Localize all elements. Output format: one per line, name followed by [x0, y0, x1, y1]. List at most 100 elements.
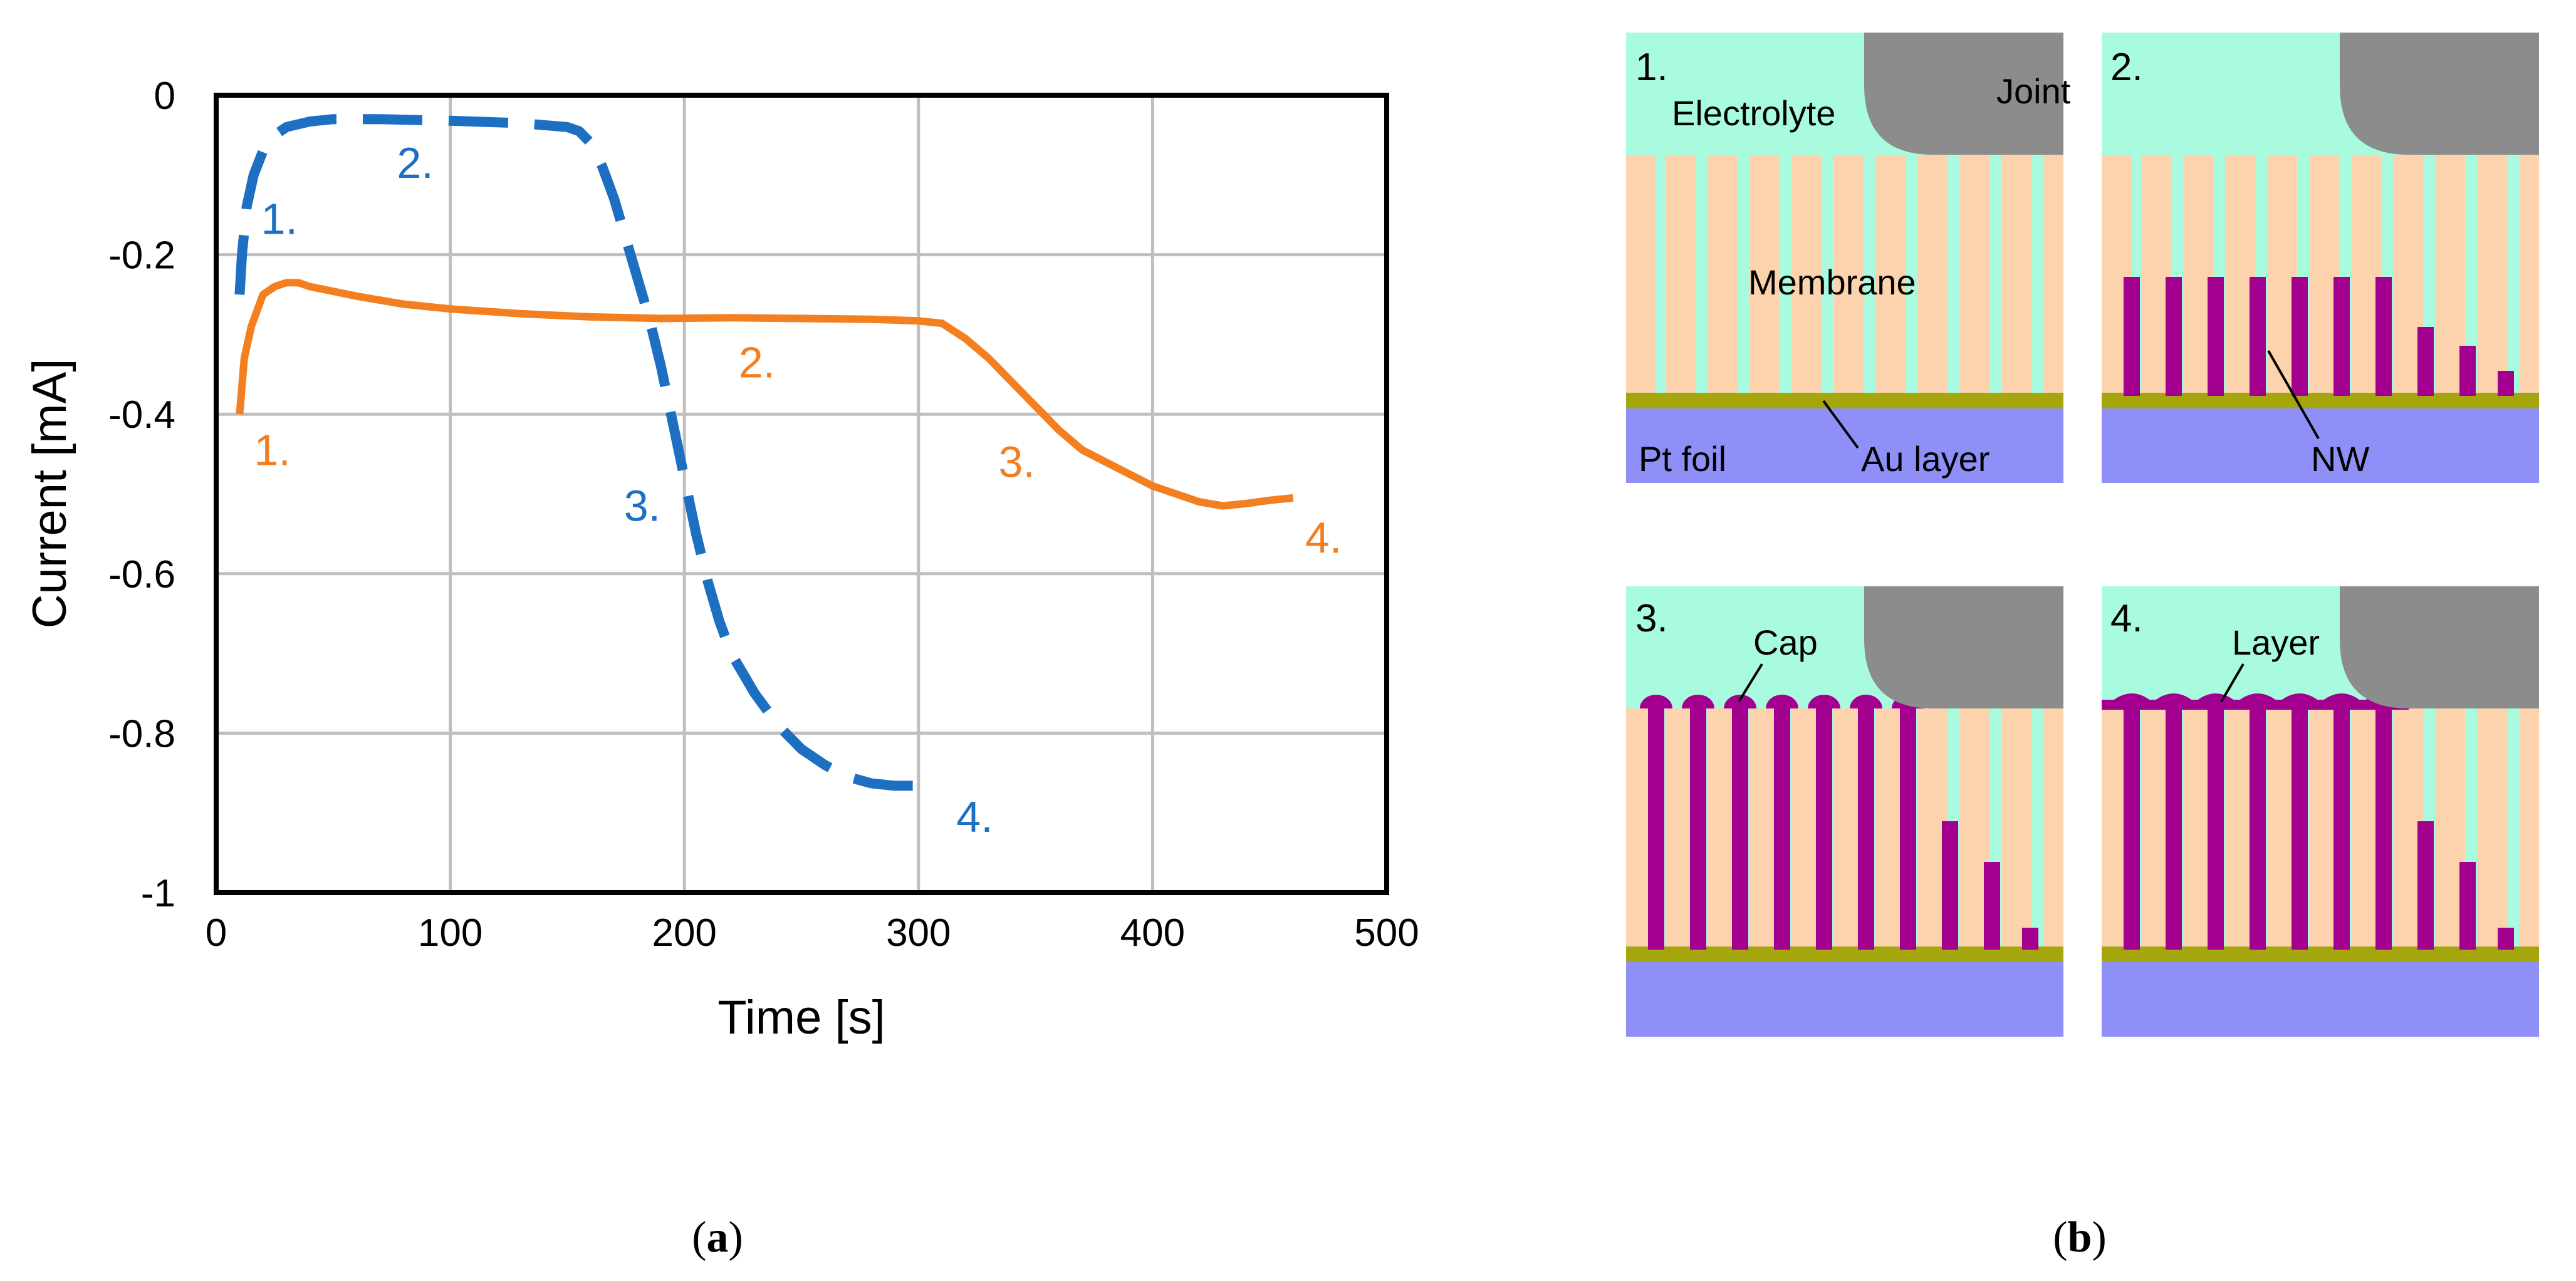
membrane-column [1708, 155, 1738, 393]
diagram-panel [1626, 33, 2539, 1037]
cap-pointer [1738, 663, 1763, 703]
nanowire [1774, 703, 1790, 950]
diagram-step-2 [2102, 33, 2539, 483]
au-layer-label: Au layer [1861, 439, 1989, 479]
membrane-column [2477, 155, 2507, 393]
membrane-column [1917, 155, 1948, 393]
diagram-step-1 [1626, 33, 2063, 483]
y-tick-label: -0.6 [108, 553, 175, 596]
annotation-orange-4: 4. [1305, 514, 1342, 563]
y-tick-label: -0.4 [108, 393, 175, 437]
membrane-column [1959, 155, 1989, 393]
membrane-column [1791, 155, 1822, 393]
annotation-orange-1: 1. [254, 425, 290, 474]
nanowire-cap [1766, 695, 1798, 708]
nanowire-cap [1640, 695, 1672, 708]
nw-label: NW [2311, 439, 2369, 479]
x-tick-label: 200 [652, 911, 716, 955]
nanowire [2292, 277, 2308, 396]
series-line-orange [236, 279, 1294, 510]
step-2-number: 2. [2110, 46, 2143, 89]
diagram-step-3 [1626, 586, 2063, 1037]
nanowire [2250, 277, 2266, 396]
nanowire [1900, 703, 1916, 950]
nanowire [2375, 703, 2392, 950]
layer-label: Layer [2232, 623, 2320, 662]
x-tick-label: 100 [418, 911, 482, 955]
chart-grid [214, 93, 1389, 895]
annotation-blue-3: 3. [624, 482, 660, 531]
membrane-column [2519, 155, 2539, 393]
nanowire [2166, 703, 2182, 950]
nanowire [2208, 703, 2224, 950]
nw-pointer [2267, 350, 2320, 439]
diagram-labels: 1. 2. 3. 4. Electrolyte Joint Membrane P… [1635, 46, 2369, 703]
membrane-column [2043, 155, 2063, 393]
nanowire [2124, 277, 2140, 396]
nanowire [1942, 821, 1958, 950]
annotation-blue-2: 2. [397, 138, 433, 187]
y-tick-label: -1 [141, 872, 175, 915]
y-tick-label: -0.8 [108, 712, 175, 755]
membrane-column [2519, 708, 2539, 946]
y-tick-label: -0.2 [108, 234, 175, 277]
joint-shape [1864, 33, 2063, 155]
annotation-orange-3: 3. [999, 438, 1035, 487]
nanowire [1984, 862, 2000, 950]
x-tick-label: 0 [206, 911, 227, 955]
membrane-column [1833, 155, 1864, 393]
membrane-column [2001, 155, 2031, 393]
membrane-label: Membrane [1748, 262, 1916, 302]
x-axis-title: Time [s] [717, 991, 885, 1044]
membrane-column [1666, 155, 1696, 393]
annotation-blue-1: 1. [261, 194, 298, 243]
membrane-column [1749, 155, 1780, 393]
nanowire [2375, 277, 2392, 396]
x-tick-label: 400 [1120, 911, 1185, 955]
nanowire [2459, 862, 2476, 950]
pt-foil [1626, 962, 2063, 1037]
chart-panel: 0 100 200 300 400 500 0 -0.2 -0.4 -0.6 -0.8 -1 1. 2.… [23, 75, 1419, 1044]
nanowire [2459, 346, 2476, 396]
series-line-blue [234, 114, 919, 791]
nanowire [2022, 928, 2038, 950]
membrane-column [1875, 155, 1906, 393]
pt-foil-label: Pt foil [1639, 439, 1726, 479]
x-tick-label: 500 [1354, 911, 1419, 955]
nanowire-cap [1808, 695, 1840, 708]
pt-foil [2102, 408, 2539, 483]
nanowire [1732, 703, 1748, 950]
step-1-number: 1. [1635, 46, 1668, 89]
chart-annotations: 1. 2. 3. 4. 1. 2. 3. 4. [254, 138, 1342, 841]
annotation-blue-4: 4. [956, 792, 993, 841]
nanowire [2498, 371, 2514, 396]
nanowire [1648, 703, 1664, 950]
nanowire [2417, 327, 2434, 396]
chart-series-layer [234, 114, 1294, 791]
x-tick-label: 300 [886, 911, 951, 955]
nanowire [2334, 703, 2350, 950]
nanowire-cap [1682, 695, 1714, 708]
pt-foil [2102, 962, 2539, 1037]
step-4-number: 4. [2110, 597, 2143, 640]
chart-ticks: 0 100 200 300 400 500 0 -0.2 -0.4 -0.6 -0.8 -1 [108, 75, 1419, 955]
nanowire [1816, 703, 1832, 950]
au-layer [1626, 393, 2063, 408]
nanowire-cap [1850, 695, 1882, 708]
membrane-column [2043, 708, 2063, 946]
nanowire [2498, 928, 2514, 950]
membrane-column [2001, 708, 2031, 946]
nanowire [2334, 277, 2350, 396]
membrane-column [1626, 155, 1656, 393]
joint-shape [2340, 33, 2539, 155]
caption-b: (b) [2053, 1213, 2107, 1262]
joint-label: Joint [1996, 71, 2071, 111]
membrane-column [2477, 708, 2507, 946]
pt-foil [1626, 408, 2063, 483]
nanowire [2250, 703, 2266, 950]
caption-a: (a) [692, 1213, 743, 1262]
nanowire [2417, 821, 2434, 950]
nanowire [2292, 703, 2308, 950]
annotation-orange-2: 2. [739, 338, 775, 386]
